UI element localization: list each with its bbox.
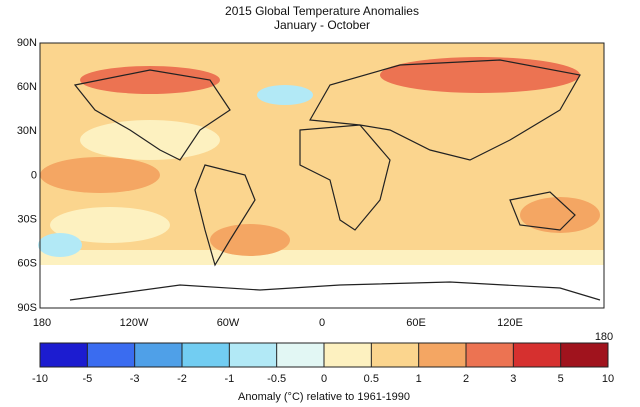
colorbar-tick-label: -1 [224, 373, 234, 385]
colorbar-bin [182, 343, 230, 367]
africa [299, 124, 391, 231]
colorbar-bin [371, 343, 419, 367]
colorbar-bin [466, 343, 514, 367]
title: 2015 Global Temperature Anomalies [225, 4, 419, 18]
colorbar-bin [513, 343, 561, 367]
lon-label: 60E [406, 317, 426, 329]
colorbar-tick-label: 1 [416, 373, 422, 385]
lon-label: 0 [319, 317, 325, 329]
colorbar-tick-label: 5 [558, 373, 564, 385]
lat-label: 30S [17, 214, 37, 226]
patch [520, 197, 600, 233]
australia [509, 191, 576, 231]
patch [50, 207, 170, 243]
lat-label: 0 [31, 169, 37, 181]
colorbar-tick-label: 0.5 [364, 373, 379, 385]
colorbar-bin [324, 343, 372, 367]
colorbar-bin [134, 343, 182, 367]
lat-label: 60S [17, 258, 37, 270]
north-america [73, 69, 231, 161]
patch [257, 85, 313, 105]
patch [380, 57, 580, 93]
colorbar-bin [418, 343, 466, 367]
lat-label: 90S [17, 302, 37, 314]
patch [38, 233, 82, 257]
lon-label: 180 [33, 317, 51, 329]
map [38, 42, 605, 309]
patch [40, 157, 160, 193]
colorbar-bin [276, 343, 324, 367]
map-frame [39, 42, 605, 309]
colorbar-label: Anomaly (°C) relative to 1961-1990 [238, 391, 410, 403]
lon-label: 180 [595, 331, 613, 343]
lat-label: 60N [17, 81, 37, 93]
colorbar-tick-label: 0 [321, 373, 327, 385]
antarctica [69, 281, 601, 301]
colorbar-tick-label: -10 [32, 373, 48, 385]
south-america [194, 164, 256, 267]
eurasia [309, 59, 581, 161]
colorbar-tick-label: -0.5 [267, 373, 286, 385]
lon-label: 120E [497, 317, 523, 329]
colorbar-bin [40, 343, 88, 367]
colorbar-tick-label: 10 [602, 373, 614, 385]
patch [210, 224, 290, 256]
colorbar-tick-label: -5 [82, 373, 92, 385]
colorbar-bin [229, 343, 277, 367]
lat-label: 90N [17, 37, 37, 49]
lon-label: 60W [217, 317, 240, 329]
colorbar-bin [87, 343, 135, 367]
colorbar-tick-label: 2 [463, 373, 469, 385]
colorbar-tick-label: -2 [177, 373, 187, 385]
lat-label: 30N [17, 125, 37, 137]
patch [80, 66, 220, 94]
colorbar-tick-label: 3 [510, 373, 516, 385]
subtitle: January - October [274, 18, 370, 32]
lon-label: 120W [120, 317, 149, 329]
patch [40, 250, 604, 265]
colorbar-tick-label: -3 [130, 373, 140, 385]
patch [80, 120, 220, 160]
colorbar-bin [560, 343, 608, 367]
